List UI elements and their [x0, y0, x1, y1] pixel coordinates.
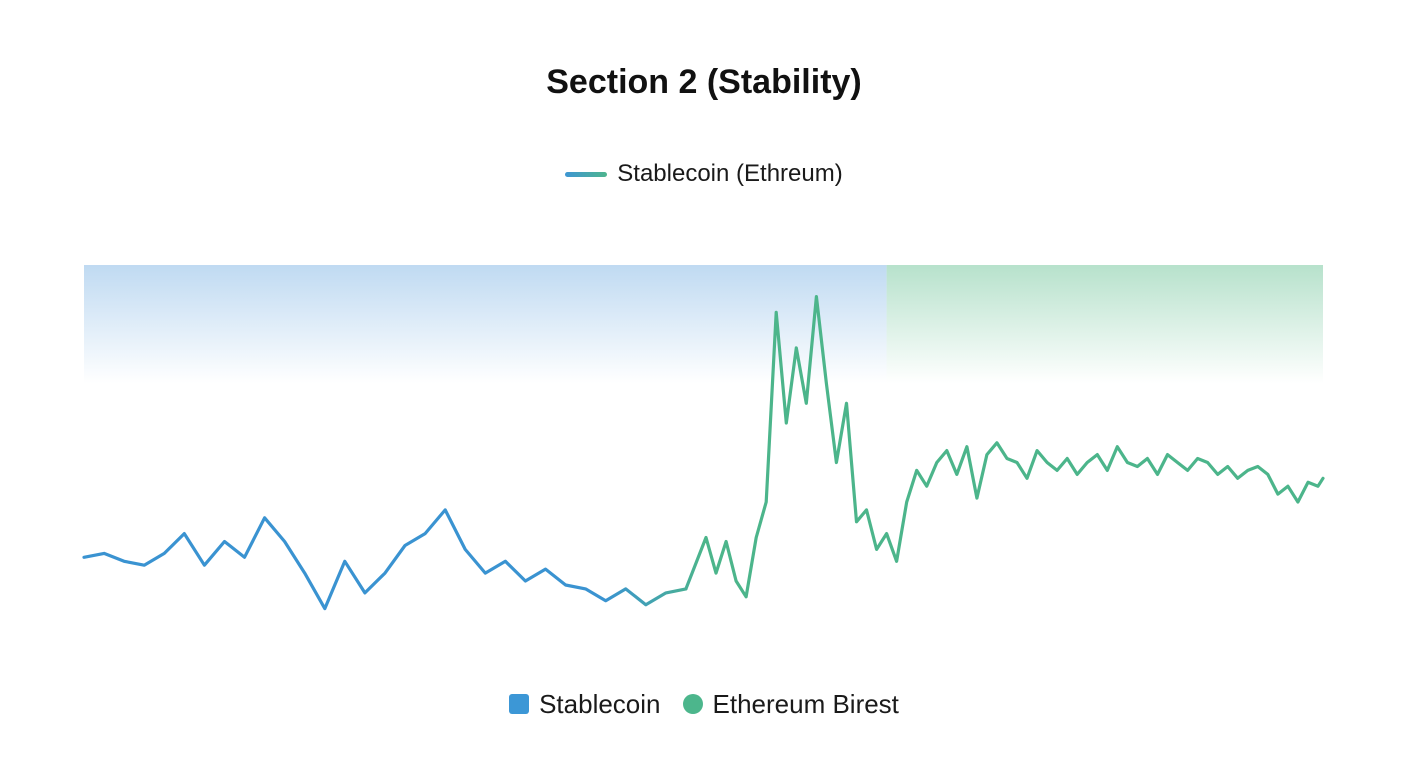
legend-swatch-stablecoin [509, 694, 530, 714]
legend-entry-stablecoin: Stablecoin [509, 688, 661, 720]
ethereum-region [886, 265, 1323, 384]
top-legend-label: Stablecoin (Ethreum) [617, 160, 843, 187]
series-lines [82, 295, 1325, 611]
top-legend: Stablecoin (Ethreum) [0, 158, 1408, 190]
legend-swatch-ethereum [682, 694, 703, 714]
shaded-regions [84, 265, 1323, 384]
legend-label-ethereum: Ethereum Birest [712, 689, 899, 719]
ethereum-series-line [684, 295, 1325, 599]
chart-title: Section 2 (Stability) [546, 63, 862, 101]
legend-line-swatch [565, 171, 608, 177]
legend-label-stablecoin: Stablecoin [539, 689, 661, 719]
stablecoin-series-line [82, 508, 688, 611]
bottom-legend: Stablecoin Ethereum Birest [0, 688, 1408, 720]
legend-entry-ethereum: Ethereum Birest [682, 688, 899, 720]
stablecoin-region [84, 265, 887, 384]
